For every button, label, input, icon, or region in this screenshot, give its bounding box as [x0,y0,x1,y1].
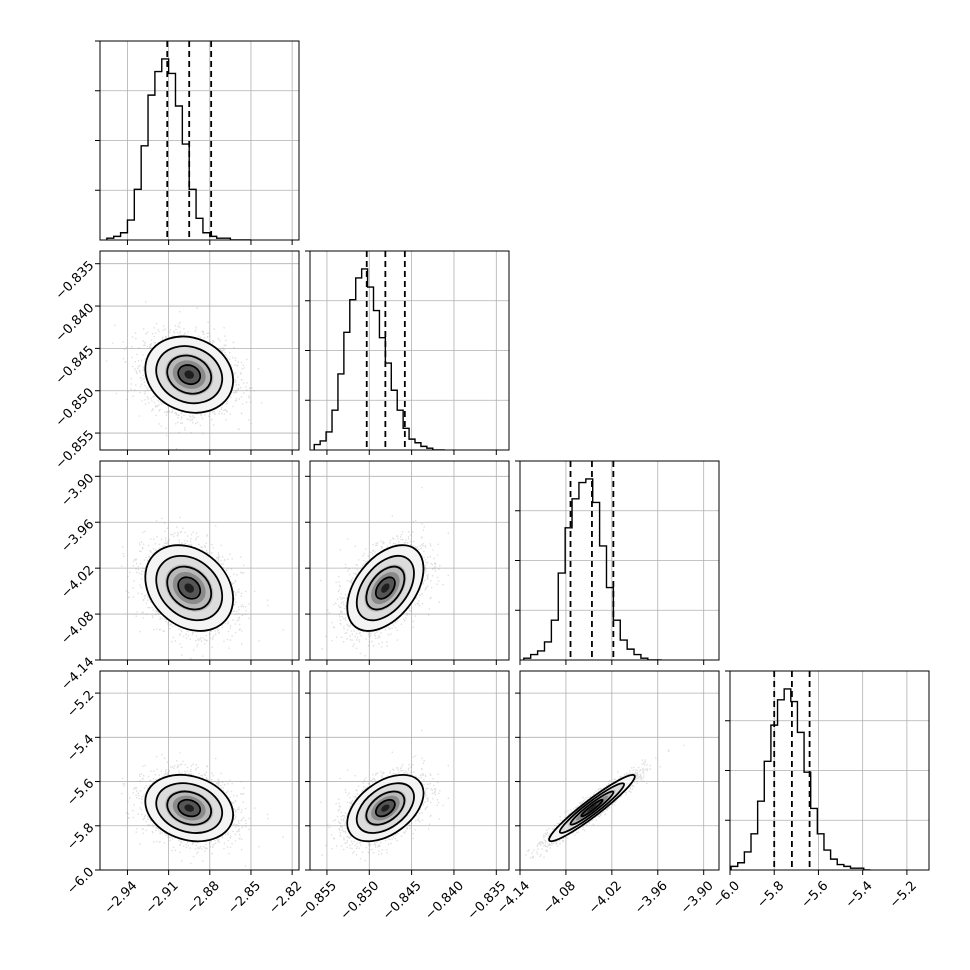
y-tick-label: −0.845 [53,343,98,388]
panel-frame-2-1 [309,460,510,661]
contour-2 [355,555,415,622]
density-level-5 [184,583,195,593]
x-tick-label: −5.2 [887,878,920,911]
x-tick-label: −4.02 [586,878,625,917]
quantile-lines [166,41,811,870]
histogram-1 [313,268,445,450]
x-tick-label: −5.8 [754,878,787,911]
density-level-5 [381,583,390,593]
panel-frame-3-1 [309,670,510,871]
histogram-2 [523,478,662,660]
contour-2 [558,782,625,834]
panel-frame-3-0 [99,670,300,871]
y-tick-label: −0.850 [53,385,98,430]
contour-2 [155,782,224,834]
contour-2 [155,345,224,405]
histograms [106,58,871,870]
x-tick-label: −0.840 [422,878,467,923]
contour-1 [166,354,213,395]
contour-3 [346,774,425,843]
y-tick-label: −3.90 [59,471,98,510]
contour-1 [166,790,213,826]
x-tick-label: −3.96 [632,878,671,917]
contour-0 [177,576,202,600]
panel-frame-1-0 [99,250,300,451]
x-tick-label: −0.850 [338,878,383,923]
contour-1 [365,790,406,826]
y-tick-label: −4.02 [59,563,98,602]
contour-0 [580,798,604,818]
density-level-5 [184,804,195,812]
panel-frames [99,40,930,871]
y-tick-label: −6.0 [64,865,97,898]
contour-3 [346,544,425,632]
x-tick-label: −5.6 [799,878,832,911]
y-tick-label: −5.6 [64,776,97,809]
x-tick-label: −2.94 [102,878,141,917]
y-tick-label: −3.96 [59,517,98,556]
contour-3 [144,774,235,843]
density-level-5 [381,804,390,812]
y-tick-label: −4.08 [59,609,98,648]
contour-2 [355,782,415,834]
y-tick-label: −0.835 [53,258,98,303]
panel-frame-3-2 [519,670,720,871]
tick-marks [95,40,908,875]
density-cells [145,336,635,842]
panel-frame-2-0 [99,460,300,661]
y-tick-label: −5.4 [64,732,97,765]
contour-0 [374,576,396,600]
contour-0 [177,364,202,386]
contour-0 [177,798,202,818]
histogram-0 [106,58,251,240]
x-tick-label: −2.85 [225,878,264,917]
contour-3 [144,544,235,632]
x-tick-label: −0.845 [380,878,425,923]
histogram-3 [730,688,871,870]
contour-1 [365,565,406,611]
y-tick-label: −5.8 [64,820,97,853]
x-tick-label: −3.90 [678,878,717,917]
contour-2 [155,555,224,622]
density-level-5 [184,370,195,379]
y-tick-label: −0.855 [53,428,98,473]
y-tick-label: −4.14 [59,655,98,694]
contours [144,335,636,843]
contour-3 [144,335,235,414]
x-tick-label: −4.08 [540,878,579,917]
contour-1 [569,790,615,826]
contour-3 [548,774,636,843]
x-tick-label: −5.4 [843,878,876,911]
density-level-5 [587,804,597,812]
x-tick-label: −0.855 [295,878,340,923]
y-tick-label: −0.840 [53,301,98,346]
x-tick-label: −2.91 [143,878,182,917]
x-tick-label: −6.0 [710,878,743,911]
x-tick-label: −2.88 [184,878,223,917]
contour-0 [374,798,396,818]
contour-1 [166,565,213,611]
